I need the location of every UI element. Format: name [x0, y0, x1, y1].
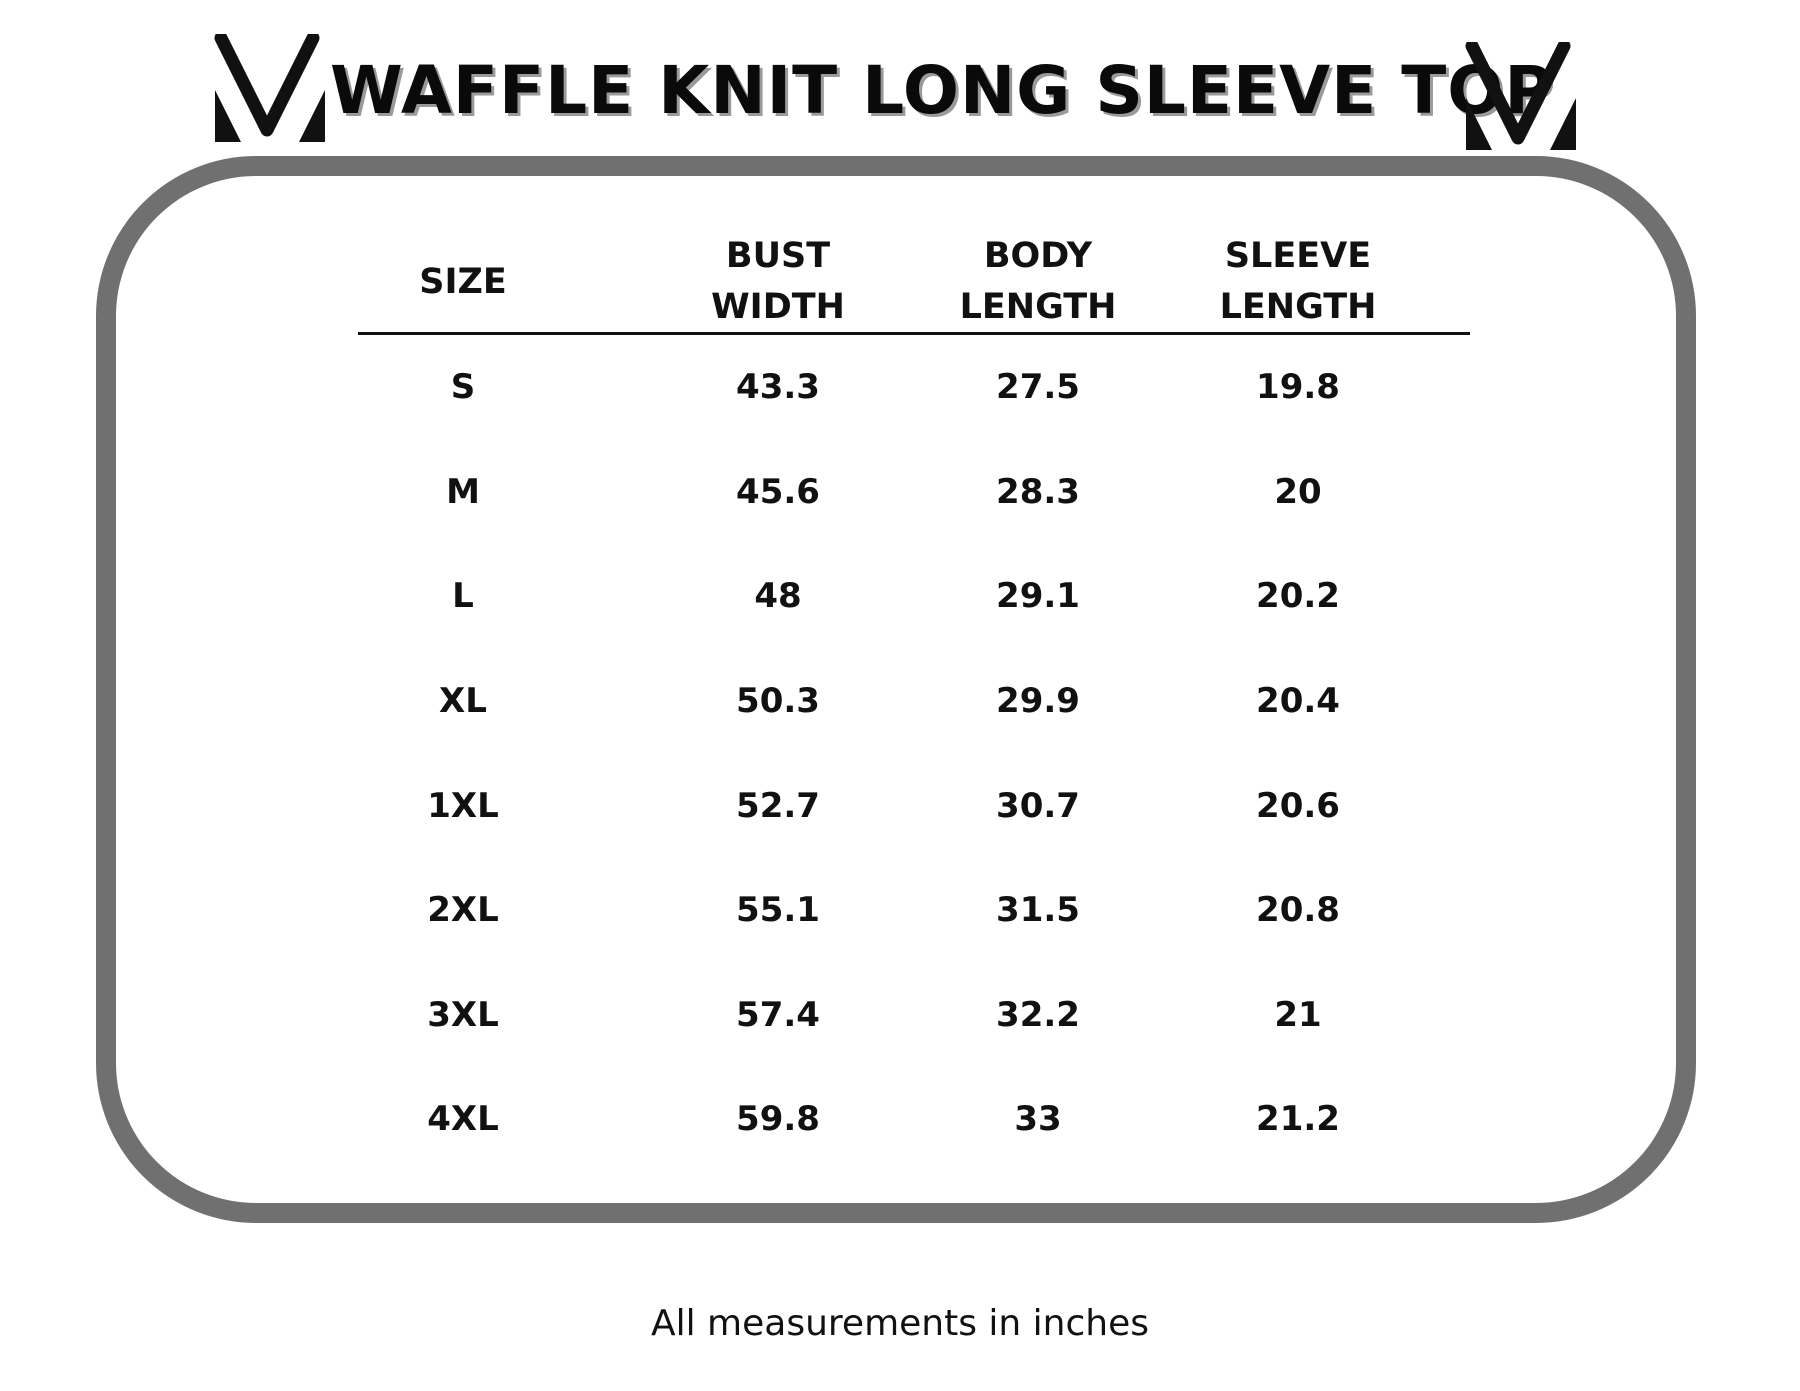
- page-title: WAFFLE KNIT LONG SLEEVE TOP: [330, 52, 1554, 129]
- table-row: 3XL 57.4 32.2 21: [358, 963, 1470, 1068]
- cell-sleeve-length: 20.6: [1256, 785, 1340, 826]
- cell-body-length: 28.3: [996, 471, 1080, 512]
- measurement-note: All measurements in inches: [650, 1303, 1150, 1344]
- table-row: XL 50.3 29.9 20.4: [358, 649, 1470, 754]
- table-row: L 48 29.1 20.2: [358, 544, 1470, 649]
- cell-bust-width: 55.1: [736, 890, 820, 931]
- cell-body-length: 32.2: [996, 994, 1080, 1035]
- cell-sleeve-length: 19.8: [1256, 367, 1340, 408]
- cell-sleeve-length: 21: [1274, 994, 1322, 1035]
- size-chart-table: SIZE BUST WIDTH BODY LENGTH SLEEVE LENGT…: [358, 232, 1470, 1172]
- table-row: 2XL 55.1 31.5 20.8: [358, 858, 1470, 963]
- header-body-length: BODY LENGTH: [959, 236, 1117, 327]
- table-row: S 43.3 27.5 19.8: [358, 335, 1470, 440]
- header-sleeve-length: SLEEVE LENGTH: [1219, 236, 1377, 327]
- cell-body-length: 30.7: [996, 785, 1080, 826]
- cell-bust-width: 50.3: [736, 681, 820, 722]
- cell-size: L: [452, 576, 474, 617]
- cell-bust-width: 52.7: [736, 785, 820, 826]
- header-size: SIZE: [419, 261, 507, 302]
- cell-sleeve-length: 21.2: [1256, 1099, 1340, 1140]
- header-bust-width: BUST WIDTH: [711, 236, 845, 327]
- cell-bust-width: 45.6: [736, 471, 820, 512]
- cell-body-length: 33: [1014, 1099, 1062, 1140]
- cell-body-length: 27.5: [996, 367, 1080, 408]
- table-row: M 45.6 28.3 20: [358, 440, 1470, 545]
- cell-body-length: 29.9: [996, 681, 1080, 722]
- cell-size: 4XL: [427, 1099, 499, 1140]
- cell-size: XL: [439, 681, 487, 722]
- v-monogram-icon: [214, 34, 325, 142]
- cell-bust-width: 57.4: [736, 994, 820, 1035]
- table-header-row: SIZE BUST WIDTH BODY LENGTH SLEEVE LENGT…: [358, 232, 1470, 335]
- cell-size: S: [450, 367, 476, 408]
- cell-bust-width: 59.8: [736, 1099, 820, 1140]
- cell-sleeve-length: 20.4: [1256, 681, 1340, 722]
- cell-size: 2XL: [427, 890, 499, 931]
- cell-sleeve-length: 20.2: [1256, 576, 1340, 617]
- table-body: S 43.3 27.5 19.8 M 45.6 28.3 20 L 48 29.1 20.2 XL 50.…: [358, 335, 1470, 1172]
- v-monogram-icon: [1465, 42, 1576, 150]
- cell-body-length: 31.5: [996, 890, 1080, 931]
- cell-size: M: [446, 471, 480, 512]
- cell-bust-width: 48: [754, 576, 802, 617]
- table-row: 4XL 59.8 33 21.2: [358, 1067, 1470, 1172]
- cell-bust-width: 43.3: [736, 367, 820, 408]
- cell-size: 1XL: [427, 785, 499, 826]
- cell-body-length: 29.1: [996, 576, 1080, 617]
- cell-size: 3XL: [427, 994, 499, 1035]
- cell-sleeve-length: 20: [1274, 471, 1322, 512]
- cell-sleeve-length: 20.8: [1256, 890, 1340, 931]
- table-row: 1XL 52.7 30.7 20.6: [358, 753, 1470, 858]
